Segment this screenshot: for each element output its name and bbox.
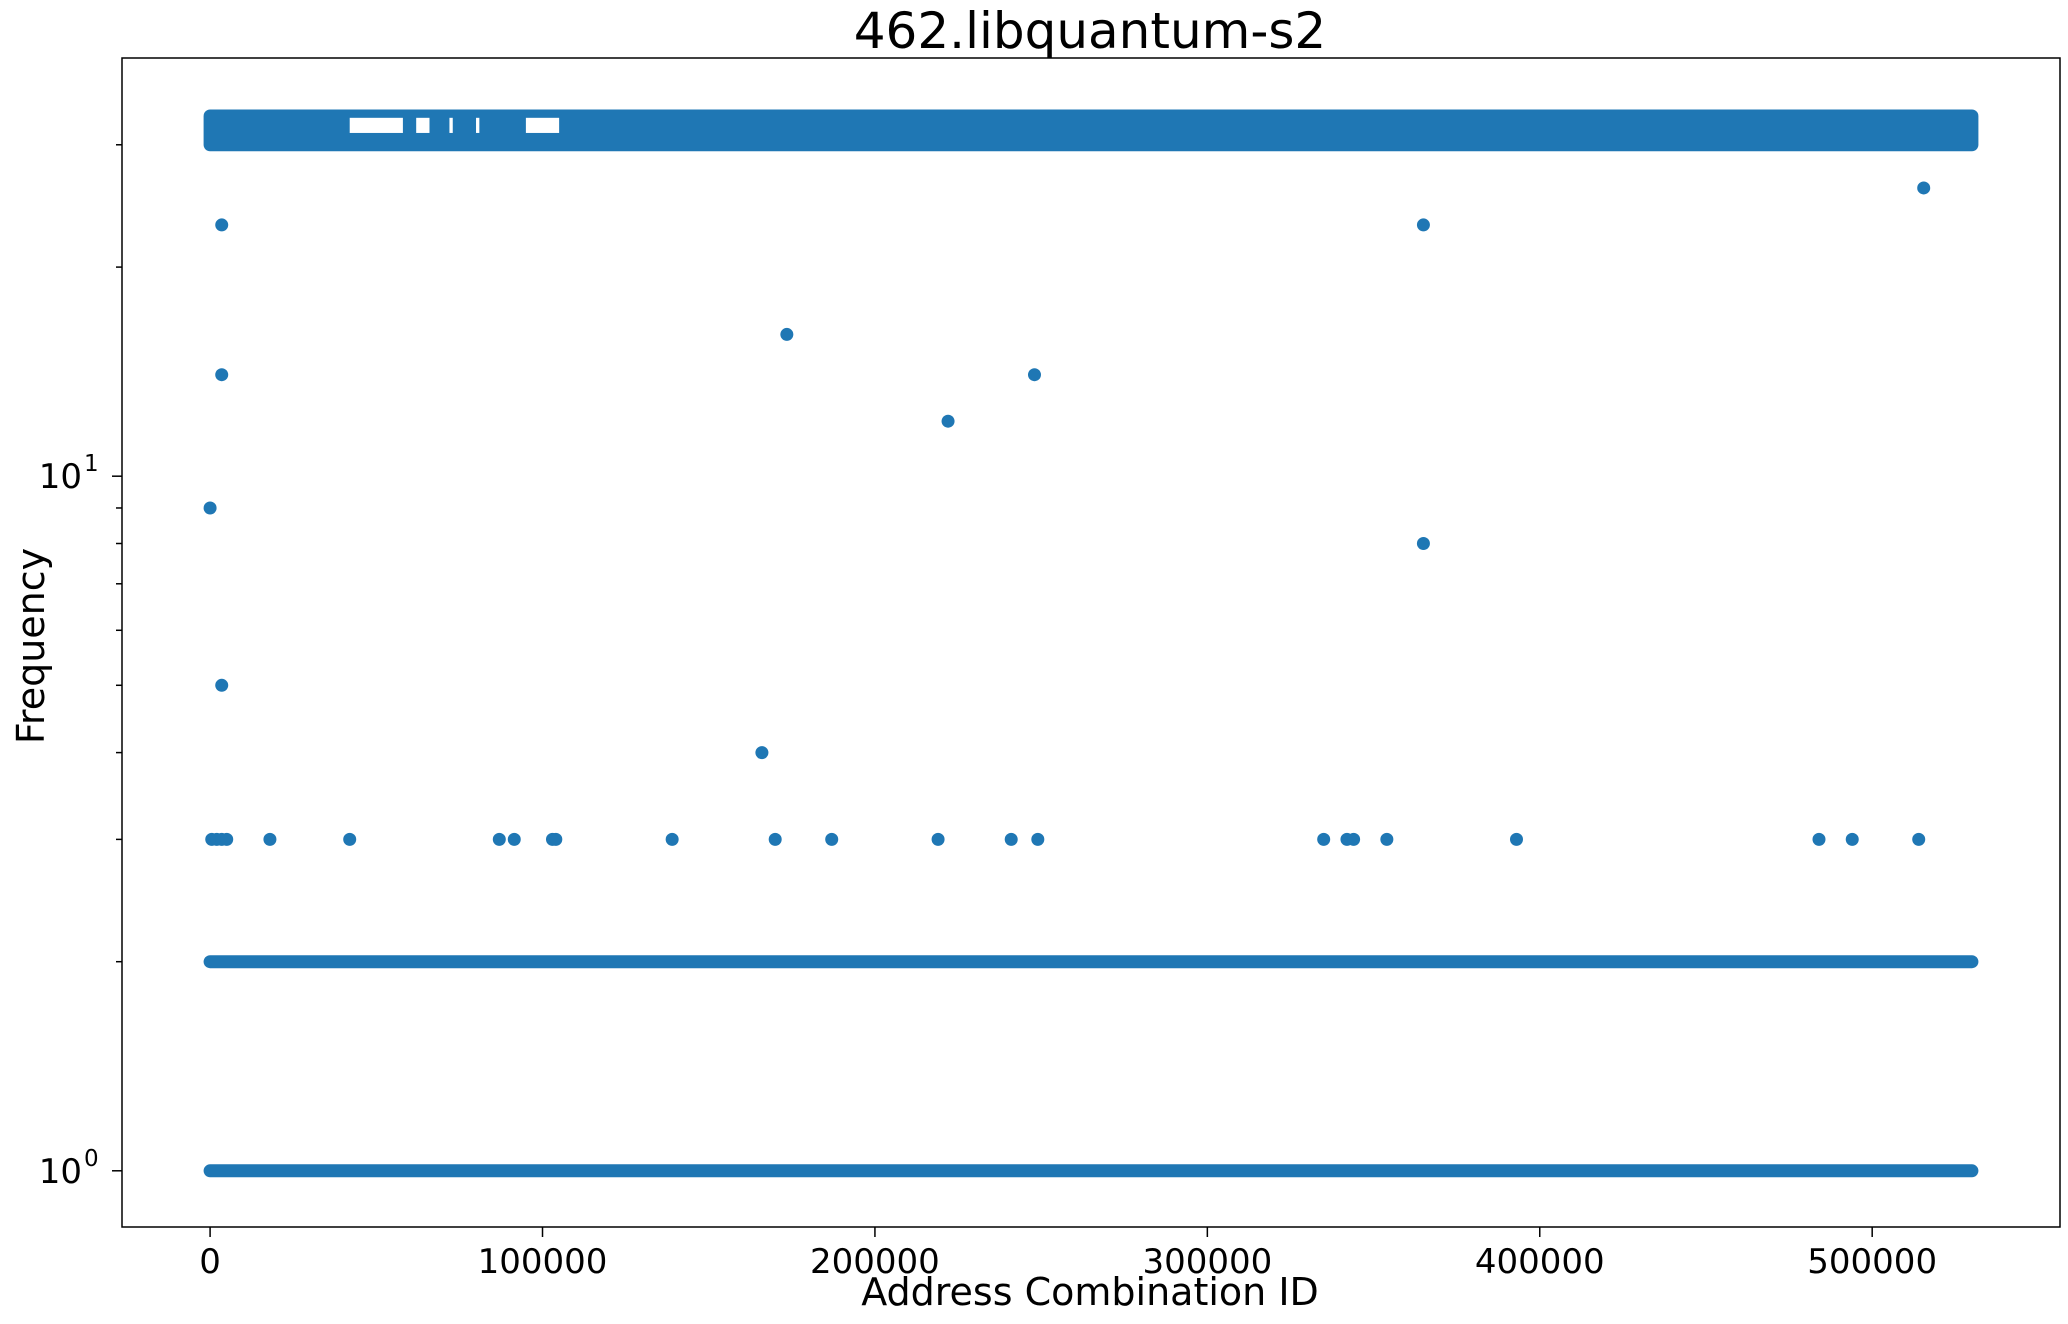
data-point [1912, 832, 1926, 846]
data-point [1027, 368, 1041, 382]
data-point [507, 832, 521, 846]
data-point [1509, 832, 1523, 846]
y-axis-label: Frequency [9, 548, 53, 744]
data-point [263, 832, 277, 846]
scatter-points [203, 181, 1931, 846]
data-point [1845, 832, 1859, 846]
dense-band-0 [203, 1164, 1979, 1178]
data-point [1416, 218, 1430, 232]
data-point [768, 832, 782, 846]
data-point [1416, 537, 1430, 551]
data-point [220, 832, 234, 846]
y-tick-exponent: 0 [84, 1146, 99, 1172]
data-point [549, 832, 563, 846]
chart-title: 462.libquantum-s2 [854, 2, 1327, 60]
dense-band-1 [203, 955, 1979, 969]
data-point [1004, 832, 1018, 846]
data-point [825, 832, 839, 846]
x-axis-ticks: 0 100000 200000 300000 400000 500000 [199, 1227, 1937, 1282]
x-axis-label: Address Combination ID [861, 1270, 1319, 1314]
band-gap-0 [349, 117, 403, 133]
data-point [755, 746, 769, 760]
data-point [203, 501, 217, 515]
data-point [215, 678, 229, 692]
data-point [1812, 832, 1826, 846]
data-point [215, 368, 229, 382]
dense-bands [203, 109, 1979, 1178]
x-tick-label: 400000 [1475, 1242, 1605, 1282]
x-tick-label: 300000 [1142, 1242, 1272, 1282]
data-point [1380, 832, 1394, 846]
data-point [780, 327, 794, 341]
x-tick-label: 200000 [810, 1242, 940, 1282]
x-tick-label: 500000 [1807, 1242, 1937, 1282]
data-point [941, 414, 955, 428]
data-point [1317, 832, 1331, 846]
band-gap-1 [416, 117, 430, 133]
data-point [1917, 181, 1931, 195]
band-gap-2 [449, 117, 453, 133]
band-gap-3 [476, 117, 480, 133]
data-point [665, 832, 679, 846]
x-tick-label: 0 [199, 1242, 221, 1282]
y-tick-label: 10 [39, 1152, 82, 1192]
data-point [492, 832, 506, 846]
plot-frame [121, 57, 2061, 1228]
data-point [1347, 832, 1361, 846]
y-tick-label: 10 [39, 457, 82, 497]
data-point [343, 832, 357, 846]
band-gap-4 [525, 117, 560, 133]
dense-band-2 [203, 109, 1979, 152]
y-tick-exponent: 1 [84, 451, 99, 477]
data-point [215, 218, 229, 232]
data-point [931, 832, 945, 846]
x-tick-label: 100000 [478, 1242, 608, 1282]
data-point [1031, 832, 1045, 846]
